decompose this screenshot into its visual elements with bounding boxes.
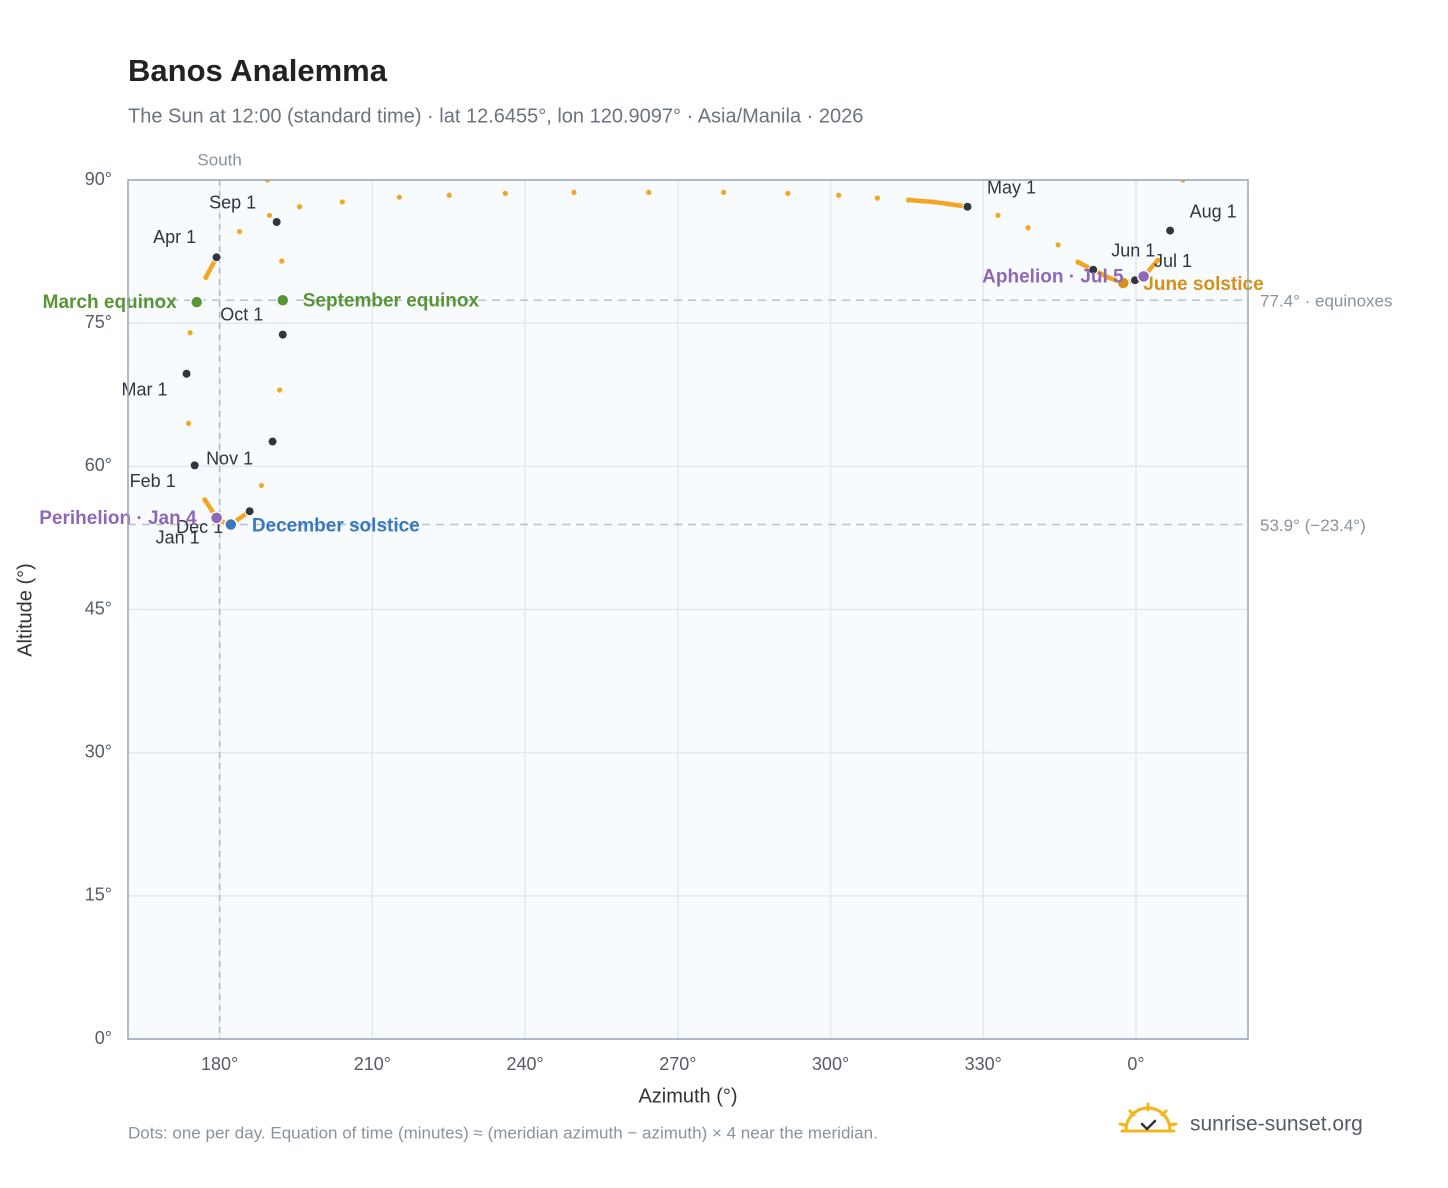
month-label: Aug 1 [1190, 201, 1237, 221]
plot-border [127, 179, 1249, 1040]
x-tick-label: 300° [812, 1054, 849, 1074]
month-dot [189, 460, 200, 471]
x-tick-label: 270° [659, 1054, 696, 1074]
day-dot [277, 387, 283, 393]
day-dot [396, 194, 402, 200]
x-tick-label: 180° [201, 1054, 238, 1074]
x-tick-label: 330° [965, 1054, 1002, 1074]
day-dot [1025, 225, 1031, 231]
x-axis-label: Azimuth (°) [638, 1085, 737, 1107]
day-dot [446, 192, 452, 198]
month-dot [277, 329, 288, 340]
day-dot [203, 274, 209, 280]
month-label: Apr 1 [153, 227, 196, 247]
x-tick-label: 240° [506, 1054, 543, 1074]
x-tick-label: 0° [1127, 1054, 1144, 1074]
footnote: Dots: one per day. Equation of time (min… [128, 1123, 878, 1142]
y-tick-label: 90° [85, 169, 112, 189]
reference-label: 77.4° · equinoxes [1260, 292, 1393, 311]
month-dot [271, 216, 282, 227]
day-dot [185, 420, 192, 426]
y-tick-label: 15° [85, 885, 112, 905]
event-dot [1136, 269, 1151, 284]
month-label: Nov 1 [206, 448, 253, 468]
day-dot [930, 199, 936, 205]
chart-title: Banos Analemma [128, 53, 388, 88]
event-label: June solstice [1143, 274, 1263, 295]
day-dot [785, 190, 791, 196]
month-dot [211, 252, 222, 263]
event-dot [276, 293, 290, 308]
month-dot [1088, 264, 1099, 275]
day-dot [258, 482, 264, 489]
day-dot [905, 197, 912, 203]
y-tick-label: 0° [95, 1028, 112, 1048]
event-dot [209, 511, 224, 525]
event-label: December solstice [252, 516, 420, 537]
day-dot [874, 195, 880, 201]
y-tick-label: 60° [85, 455, 112, 475]
day-dot [836, 192, 842, 198]
x-tick-label: 210° [354, 1054, 391, 1074]
day-dot [721, 189, 727, 196]
event-label: Perihelion · Jan 4 [39, 508, 197, 529]
day-dot [945, 201, 951, 207]
brand: sunrise-sunset.org [1190, 1113, 1363, 1136]
analemma-line [906, 197, 970, 209]
event-label: Aphelion · Jul 5 [982, 266, 1124, 287]
month-label: May 1 [987, 177, 1036, 197]
month-dot [962, 201, 973, 212]
day-dot [1105, 274, 1111, 280]
day-dot [339, 199, 345, 205]
event-label: March equinox [43, 292, 178, 313]
meridian-label: South [197, 150, 241, 169]
brand-logo [1118, 1102, 1178, 1133]
month-label: Oct 1 [220, 304, 263, 324]
y-tick-label: 75° [85, 312, 112, 332]
day-dot [1155, 257, 1161, 263]
day-dot [187, 330, 193, 336]
reference-label: 53.9° (−23.4°) [1260, 516, 1366, 535]
event-dot [1116, 276, 1131, 290]
month-label: Feb 1 [130, 471, 176, 491]
event-label: September equinox [303, 290, 480, 311]
day-dot [279, 258, 285, 264]
month-dot [181, 368, 192, 379]
month-dot [244, 506, 255, 517]
event-dot [189, 295, 204, 309]
day-dot [1055, 242, 1061, 248]
day-dot [995, 212, 1001, 218]
month-label: Mar 1 [122, 380, 168, 400]
month-label: Jul 1 [1154, 251, 1192, 271]
day-dot [646, 189, 652, 196]
day-dot [236, 228, 243, 235]
day-dot [202, 497, 208, 503]
day-dot [571, 189, 577, 196]
y-tick-label: 45° [85, 598, 112, 618]
reference-lines: 77.4° · equinoxes 53.9° (−23.4°) South [128, 150, 1393, 1039]
day-dot [296, 204, 303, 210]
chart-subtitle: The Sun at 12:00 (standard time) · lat 1… [128, 105, 863, 127]
month-label: Sep 1 [209, 193, 256, 213]
y-tick-label: 30° [85, 741, 112, 761]
month-label: Jun 1 [1111, 240, 1155, 260]
day-dot [502, 190, 508, 196]
month-dot [267, 436, 278, 447]
day-dot [266, 212, 273, 218]
month-label: Jan 1 [156, 528, 200, 548]
y-axis-label: Altitude (°) [14, 563, 36, 657]
event-dot [224, 517, 238, 532]
day-dot [1075, 259, 1081, 265]
month-dot [1165, 225, 1176, 236]
